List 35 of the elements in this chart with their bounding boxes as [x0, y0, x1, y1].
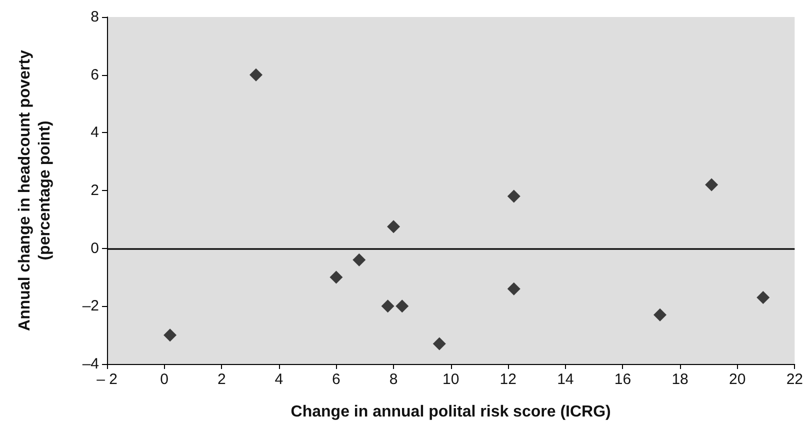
point [249, 68, 262, 82]
y-tick-label: 4 [90, 124, 99, 142]
x-tick-label: 6 [332, 371, 340, 388]
point [164, 328, 177, 342]
point [507, 190, 520, 203]
point [381, 300, 394, 313]
y-tick-label: 6 [90, 66, 99, 84]
point [396, 300, 409, 313]
y-axis-title: Annual change in headcount poverty (percentage point) [16, 50, 54, 331]
x-axis-title: Change in annual polital risk score (ICRG) [290, 404, 611, 420]
x-tick-label: 10 [442, 371, 460, 388]
x-tick-label: 20 [729, 371, 746, 388]
point [756, 290, 770, 304]
point [705, 178, 718, 192]
x-tick-label: 8 [389, 371, 398, 388]
x-tick-label: 12 [500, 371, 516, 388]
point [352, 253, 366, 266]
x-tick-label: 16 [614, 371, 632, 388]
y-tick-label: 2 [90, 182, 99, 199]
y-tick-label: 8 [90, 8, 99, 26]
x-tick-label: 18 [672, 371, 688, 388]
point [330, 270, 343, 284]
x-tick-label: 0 [160, 371, 168, 388]
point [432, 337, 446, 350]
y-tick-label: –2 [82, 298, 99, 315]
x-tick-label: 14 [557, 371, 574, 388]
x-tick-label: – 2 [96, 371, 118, 388]
x-tick-label: 22 [786, 371, 803, 388]
point [387, 220, 400, 234]
point [653, 308, 666, 322]
point [507, 282, 520, 296]
y-tick-label: 0 [90, 240, 99, 257]
x-tick-label: 2 [217, 371, 226, 388]
y-tick-label: –4 [82, 356, 99, 372]
x-tick-label: 4 [274, 371, 284, 388]
